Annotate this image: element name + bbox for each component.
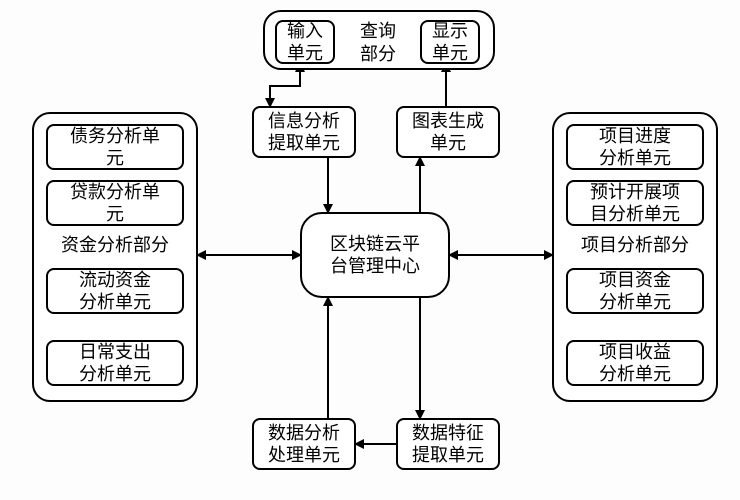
node-label: 资金分析部分	[61, 235, 169, 255]
node-top_query_label: 查询 部分	[348, 20, 408, 64]
node-label: 项目资金 分析单元	[599, 269, 671, 314]
node-chart_gen: 图表生成 单元	[396, 106, 500, 158]
diagram-canvas: 输入 单元 查询 部分显示 单元信息分析 提取单元 图表生成 单元区块链云平 台管理…	[0, 0, 740, 500]
node-label: 项目进度 分析单元	[599, 125, 671, 170]
node-label: 数据特征 提取单元	[412, 422, 484, 467]
node-label: 项目分析部分	[581, 235, 689, 255]
node-label: 项目收益 分析单元	[599, 341, 671, 386]
node-label: 数据分析 处理单元	[268, 422, 340, 467]
node-label: 显示 单元	[432, 20, 468, 65]
node-label: 流动资金 分析单元	[79, 269, 151, 314]
node-label: 信息分析 提取单元	[268, 110, 340, 155]
node-top_input: 输入 单元	[275, 20, 335, 64]
edge-top_input-info_extract	[270, 64, 300, 106]
node-left_1: 债务分析单 元	[46, 124, 184, 170]
node-right_2: 预计开展项 目分析单元	[566, 180, 704, 226]
node-label: 债务分析单 元	[70, 125, 160, 170]
node-label: 图表生成 单元	[412, 110, 484, 155]
node-left_2: 贷款分析单 元	[46, 180, 184, 226]
node-right_4: 项目收益 分析单元	[566, 340, 704, 386]
node-label: 预计开展项 目分析单元	[590, 181, 680, 226]
node-data_feature: 数据特征 提取单元	[396, 418, 500, 470]
node-data_proc: 数据分析 处理单元	[252, 418, 356, 470]
node-center: 区块链云平 台管理中心	[300, 212, 450, 298]
node-left_3: 流动资金 分析单元	[46, 268, 184, 314]
node-label: 贷款分析单 元	[70, 181, 160, 226]
node-top_display: 显示 单元	[420, 20, 480, 64]
node-label: 日常支出 分析单元	[79, 341, 151, 386]
node-label: 区块链云平 台管理中心	[330, 233, 420, 278]
node-left_label: 资金分析部分	[44, 234, 186, 258]
node-right_3: 项目资金 分析单元	[566, 268, 704, 314]
node-right_label: 项目分析部分	[564, 234, 706, 258]
node-label: 查询 部分	[360, 21, 396, 64]
node-left_4: 日常支出 分析单元	[46, 340, 184, 386]
node-info_extract: 信息分析 提取单元	[252, 106, 356, 158]
node-right_1: 项目进度 分析单元	[566, 124, 704, 170]
node-label: 输入 单元	[287, 20, 323, 65]
